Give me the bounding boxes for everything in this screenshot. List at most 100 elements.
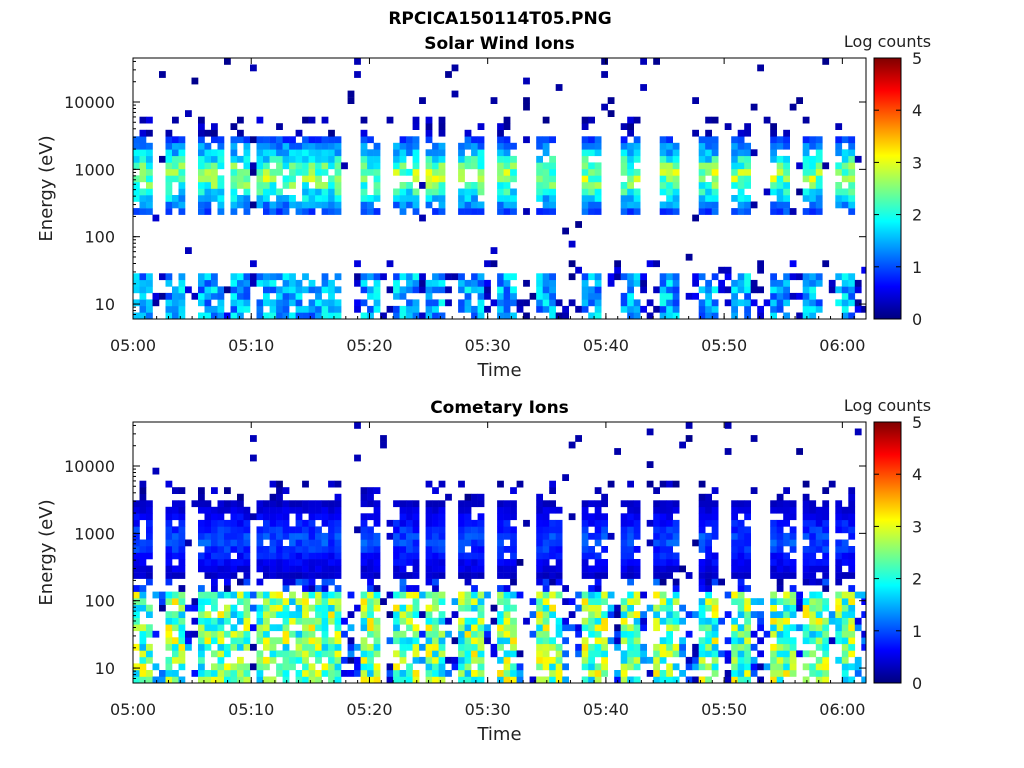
- spectrogram-cell: [666, 279, 673, 287]
- spectrogram-cell: [627, 312, 634, 320]
- spectrogram-cell: [471, 585, 478, 592]
- spectrogram-cell: [627, 572, 634, 579]
- spectrogram-cell: [438, 123, 446, 130]
- spectrogram-cell: [438, 155, 446, 163]
- spectrogram-cell: [178, 559, 186, 566]
- spectrogram-cell: [744, 175, 751, 183]
- spectrogram-cell: [412, 650, 420, 658]
- spectrogram-cell: [724, 611, 732, 618]
- spectrogram-cell: [503, 572, 511, 579]
- spectrogram-cell: [315, 201, 322, 209]
- spectrogram-cell: [620, 656, 628, 664]
- spectrogram-cell: [328, 312, 335, 320]
- spectrogram-cell: [412, 611, 420, 618]
- spectrogram-cell: [737, 149, 745, 157]
- spectrogram-cell: [204, 630, 212, 638]
- spectrogram-cell: [581, 195, 589, 202]
- spectrogram-cell: [510, 565, 517, 573]
- spectrogram-cell: [354, 422, 361, 429]
- spectrogram-cell: [724, 637, 732, 645]
- spectrogram-cell: [308, 279, 316, 287]
- spectrogram-cell: [627, 663, 634, 671]
- spectrogram-cell: [737, 506, 745, 514]
- panel-title: Solar Wind Ions: [424, 34, 575, 54]
- spectrogram-cell: [432, 526, 439, 534]
- spectrogram-cell: [178, 292, 186, 300]
- spectrogram-cell: [666, 305, 673, 313]
- spectrogram-cell: [302, 286, 309, 294]
- spectrogram-cell: [211, 565, 218, 573]
- spectrogram-cell: [438, 188, 446, 196]
- spectrogram-cell: [230, 162, 238, 170]
- spectrogram-cell: [438, 201, 446, 209]
- spectrogram-cell: [334, 611, 342, 618]
- spectrogram-cell: [861, 266, 867, 274]
- spectrogram-cell: [477, 565, 485, 573]
- spectrogram-cell: [620, 201, 628, 209]
- spectrogram-cell: [497, 513, 504, 521]
- spectrogram-cell: [679, 617, 686, 625]
- spectrogram-cell: [367, 604, 374, 612]
- spectrogram-cell: [334, 676, 342, 684]
- spectrogram-cell: [698, 604, 706, 612]
- spectrogram-cell: [393, 279, 400, 287]
- spectrogram-cell: [172, 175, 179, 183]
- spectrogram-cell: [464, 513, 472, 521]
- spectrogram-cell: [185, 286, 192, 294]
- spectrogram-cell: [295, 129, 303, 137]
- spectrogram-cell: [555, 676, 563, 684]
- spectrogram-cell: [497, 208, 504, 215]
- spectrogram-cell: [146, 162, 153, 170]
- spectrogram-cell: [633, 201, 641, 209]
- spectrogram-cell: [165, 611, 173, 618]
- spectrogram-cell: [445, 273, 452, 281]
- spectrogram-cell: [308, 617, 316, 625]
- spectrogram-cell: [770, 546, 777, 553]
- spectrogram-cell: [204, 500, 212, 508]
- spectrogram-cell: [666, 292, 673, 300]
- spectrogram-cell: [757, 624, 764, 632]
- spectrogram-cell: [503, 149, 511, 157]
- spectrogram-cell: [490, 97, 498, 104]
- spectrogram-cell: [549, 182, 556, 189]
- spectrogram-cell: [705, 591, 712, 599]
- spectrogram-cell: [204, 175, 212, 183]
- spectrogram-cell: [315, 162, 322, 170]
- spectrogram-cell: [737, 532, 745, 540]
- spectrogram-cell: [211, 670, 218, 677]
- spectrogram-cell: [471, 500, 478, 508]
- spectrogram-cell: [737, 565, 745, 573]
- spectrogram-cell: [659, 175, 667, 183]
- spectrogram-cell: [152, 630, 160, 638]
- spectrogram-cell: [133, 643, 140, 651]
- spectrogram-cell: [360, 546, 368, 553]
- spectrogram-cell: [328, 162, 335, 170]
- spectrogram-cell: [822, 506, 830, 514]
- spectrogram-cell: [276, 195, 283, 202]
- spectrogram-cell: [360, 650, 368, 658]
- spectrogram-cell: [711, 286, 719, 294]
- spectrogram-cell: [373, 500, 381, 508]
- spectrogram-cell: [594, 526, 602, 534]
- spectrogram-cell: [256, 195, 264, 202]
- spectrogram-cell: [594, 670, 602, 677]
- spectrogram-cell: [653, 676, 660, 684]
- spectrogram-cell: [328, 591, 335, 599]
- spectrogram-cell: [783, 299, 790, 307]
- spectrogram-cell: [282, 142, 290, 150]
- spectrogram-cell: [393, 312, 400, 320]
- spectrogram-cell: [139, 292, 147, 300]
- spectrogram-cell: [809, 546, 817, 553]
- spectrogram-cell: [802, 136, 810, 144]
- spectrogram-cell: [458, 637, 465, 645]
- spectrogram-cell: [334, 513, 342, 521]
- spectrogram-cell: [477, 142, 485, 150]
- spectrogram-cell: [614, 604, 621, 612]
- spectrogram-cell: [659, 201, 667, 209]
- spectrogram-cell: [776, 611, 784, 618]
- spectrogram-cell: [555, 643, 563, 651]
- spectrogram-cell: [237, 506, 244, 514]
- spectrogram-cell: [172, 539, 179, 547]
- spectrogram-cell: [308, 168, 316, 176]
- spectrogram-cell: [178, 208, 186, 215]
